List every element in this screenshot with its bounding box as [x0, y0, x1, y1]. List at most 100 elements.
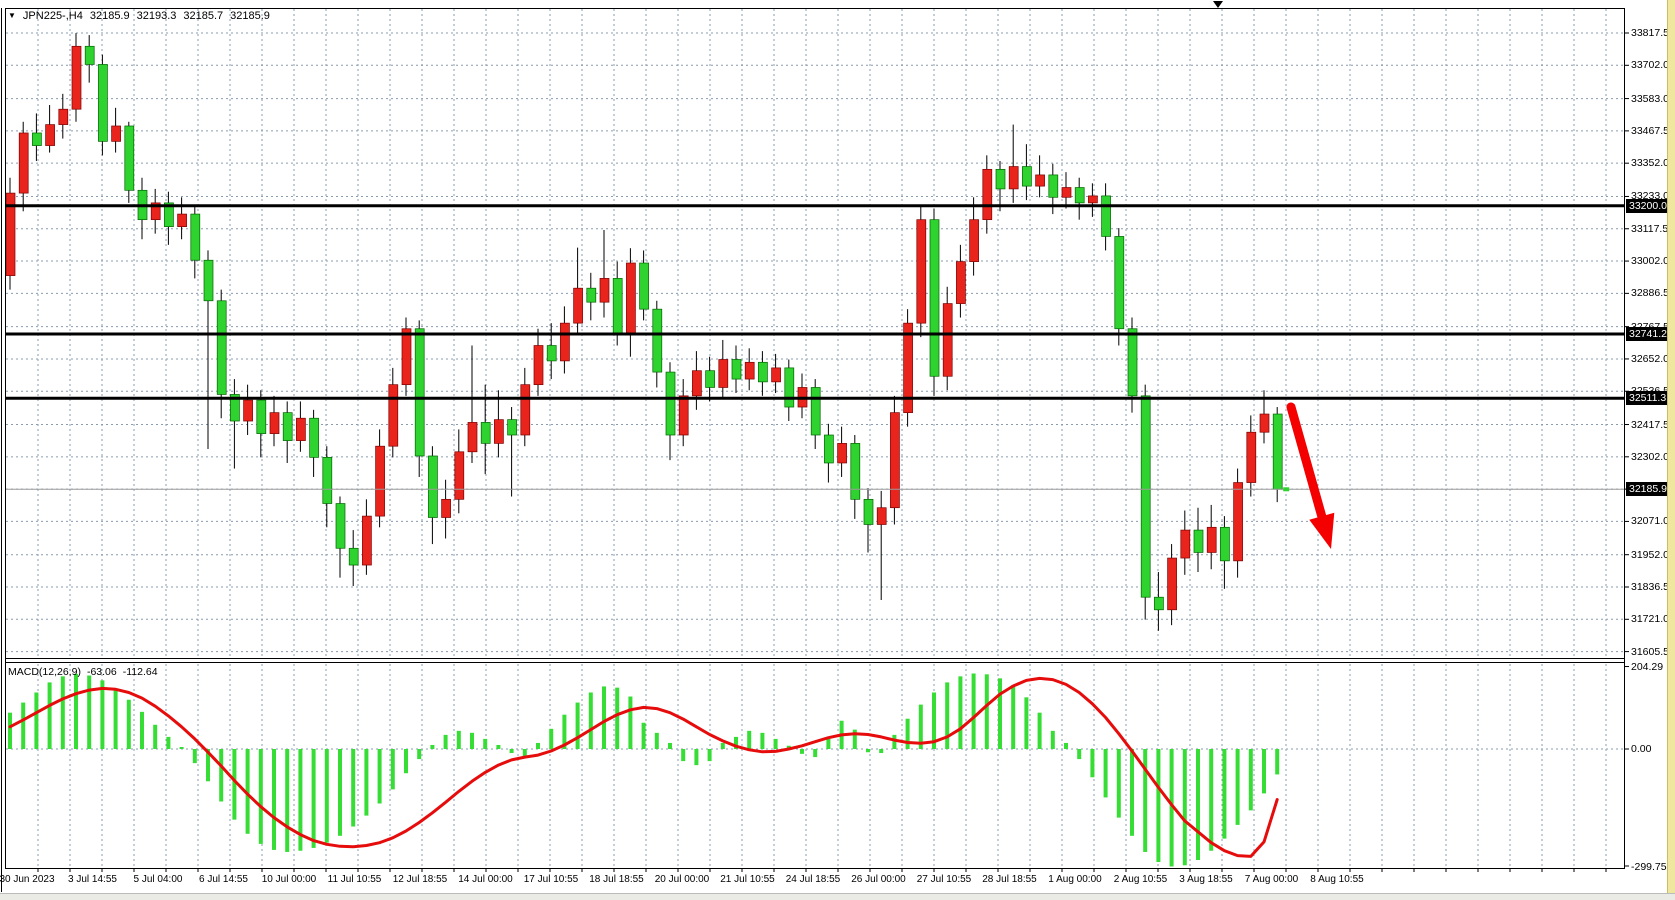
macd-bar [245, 749, 250, 834]
candle-down [216, 300, 227, 395]
candle-up [744, 361, 755, 380]
candle-up [1008, 166, 1019, 190]
candle-up [969, 219, 979, 262]
macd-signal-line [8, 676, 1279, 858]
candle-down [850, 443, 861, 500]
macd-bar [720, 742, 725, 749]
candle-down [84, 45, 95, 65]
candle-up [401, 328, 412, 386]
macd-bar [100, 680, 105, 749]
macd-bar [760, 732, 765, 749]
macd-bar [588, 692, 593, 749]
macd-bar [324, 749, 329, 843]
window-bottom-strip [0, 893, 1675, 900]
macd-bar [852, 729, 857, 749]
candle-down [995, 168, 1006, 190]
candle-up [454, 451, 465, 500]
candle-up [269, 412, 280, 434]
candle-up [626, 262, 636, 335]
macd-bar [866, 749, 870, 753]
macd-bar [905, 718, 910, 749]
candle-up [1233, 482, 1243, 562]
candlestick-series [5, 33, 1283, 631]
candle-up [1088, 195, 1098, 204]
macd-bar [932, 692, 936, 749]
candle-up [375, 445, 385, 517]
candle-up [467, 422, 478, 453]
current-bar-marker [1283, 487, 1290, 492]
candle-down [282, 412, 293, 441]
macd-bar [377, 749, 382, 804]
candle-down [705, 370, 715, 388]
candle-down [1074, 187, 1085, 204]
candle-up [441, 498, 451, 518]
candle-down [1048, 174, 1059, 198]
macd-bar [1196, 749, 1200, 861]
candle-down [824, 434, 834, 464]
candle-up [494, 419, 504, 444]
candle-up [916, 219, 927, 324]
macd-bar [47, 682, 52, 749]
macd-bar [1156, 749, 1161, 863]
macd-bar [126, 699, 131, 749]
candle-down [428, 455, 438, 518]
macd-bar [1011, 685, 1016, 749]
chart-border [5, 8, 1625, 869]
arrow-head [1309, 512, 1335, 549]
arrow-shaft [1286, 402, 1328, 527]
macd-bar [1130, 749, 1134, 836]
candle-down [1127, 328, 1138, 397]
macd-bar [681, 749, 686, 762]
candle-down [546, 345, 557, 362]
candle-up [1206, 526, 1217, 553]
macd-bar [192, 749, 197, 764]
candle-down [348, 547, 359, 566]
candle-up [533, 345, 544, 386]
candle-down [32, 132, 42, 146]
macd-bar [1222, 749, 1227, 839]
macd-bar [258, 749, 263, 844]
macd-bar [813, 749, 818, 758]
candle-up [956, 261, 966, 304]
candle-down [665, 371, 676, 436]
candle-down [480, 422, 491, 444]
macd-bar [1103, 749, 1108, 798]
candle-down [731, 359, 742, 380]
candle-up [18, 132, 29, 194]
macd-bar [1050, 730, 1055, 749]
macd-bar [945, 682, 950, 749]
macd-bar [1248, 749, 1253, 811]
candle-down [164, 202, 174, 228]
macd-bar [509, 749, 514, 754]
candle-up [1035, 174, 1045, 187]
candle-up [388, 384, 399, 447]
candle-up [718, 359, 729, 388]
candle-down [1154, 596, 1164, 611]
macd-bar [206, 749, 210, 782]
macd-bar [1116, 749, 1121, 818]
macd-bar [654, 732, 659, 749]
macd-bar [179, 746, 184, 749]
candle-up [243, 399, 253, 422]
candle-down [1272, 413, 1283, 490]
macd-bar [153, 724, 158, 749]
macd-bar [575, 702, 580, 749]
candle-down [256, 399, 267, 434]
macd-bar [786, 745, 791, 749]
candle-down [1140, 395, 1151, 598]
macd-bar [1090, 749, 1095, 778]
candle-down [203, 259, 214, 302]
candle-down [190, 213, 201, 261]
candle-down [507, 419, 517, 436]
macd-bar [285, 749, 290, 852]
candle-up [692, 370, 702, 397]
candle-down [1101, 195, 1111, 237]
macd-bar [60, 676, 65, 749]
candle-down [1114, 236, 1125, 330]
macd-bar [496, 744, 501, 749]
macd-bar [892, 734, 897, 749]
macd-bar [694, 749, 699, 766]
candle-up [573, 287, 583, 324]
candle-down [124, 125, 135, 191]
